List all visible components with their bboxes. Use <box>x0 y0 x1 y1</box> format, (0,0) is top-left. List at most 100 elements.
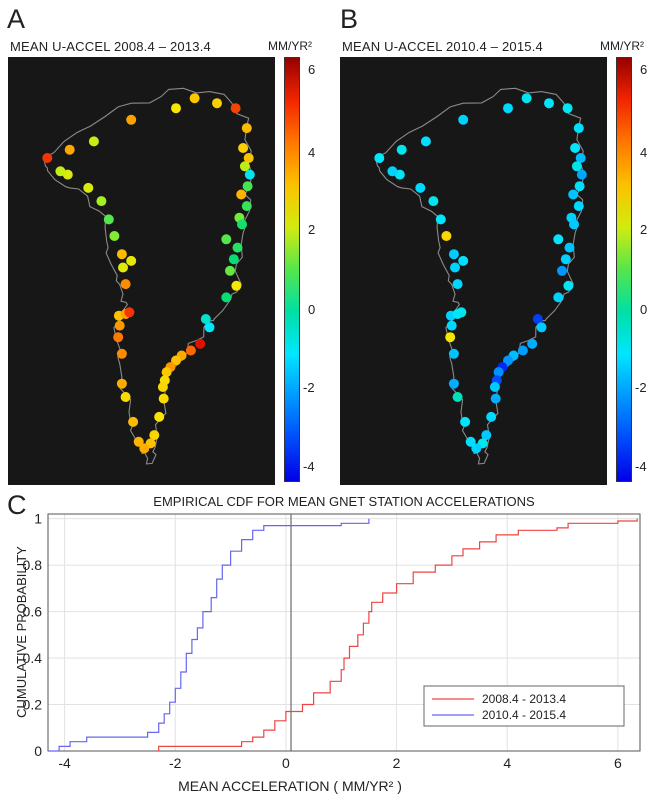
cdf-series-group <box>48 518 638 752</box>
panel-b-colorbar <box>616 57 632 482</box>
colorbar-tick: 6 <box>640 62 648 77</box>
colorbar-tick: 4 <box>308 145 316 160</box>
station-marker <box>200 314 211 324</box>
cdf-legend: 2008.4 - 2013.4 2010.4 - 2015.4 <box>423 685 625 727</box>
station-marker <box>158 393 169 404</box>
station-marker <box>471 443 482 454</box>
y-tick-label: 0.6 <box>23 604 43 620</box>
station-marker <box>189 93 200 104</box>
cdf-y-axis-label: CUMULATIVE PROBABILITY <box>14 546 29 718</box>
panel-a-colorbar <box>284 57 300 482</box>
station-marker <box>460 416 471 427</box>
station-marker <box>204 322 215 333</box>
panel-a-letter: A <box>7 4 26 34</box>
station-marker <box>574 181 585 192</box>
y-tick-label: 0.8 <box>23 557 43 573</box>
station-marker <box>481 430 492 441</box>
x-tick-label: 0 <box>282 755 290 771</box>
station-marker <box>244 169 255 180</box>
station-marker <box>55 166 66 177</box>
station-marker <box>557 265 567 276</box>
station-marker <box>465 436 476 447</box>
cdf-series-line-0 <box>158 518 638 751</box>
station-marker <box>517 345 528 356</box>
colorbar-tick: 2 <box>308 222 316 237</box>
cdf-y-tick-labels: 0 0.2 0.4 0.6 0.8 1 <box>23 511 43 759</box>
x-tick-label: 4 <box>503 755 511 771</box>
station-marker <box>448 378 459 389</box>
station-marker <box>503 103 513 114</box>
station-marker <box>573 123 584 134</box>
station-marker <box>420 136 431 147</box>
station-marker <box>486 411 497 422</box>
legend-label: 2010.4 - 2015.4 <box>482 708 566 722</box>
station-marker <box>221 292 232 303</box>
station-marker <box>124 307 135 318</box>
station-marker <box>428 196 439 207</box>
station-marker <box>83 182 94 193</box>
station-marker <box>157 382 168 392</box>
panel-c-letter: C <box>7 490 27 520</box>
panel-a-colorbar-unit: MM/YR² <box>268 39 312 53</box>
station-marker <box>553 292 564 303</box>
station-marker <box>415 182 426 193</box>
station-marker <box>243 153 254 163</box>
colorbar-tick: 2 <box>640 222 648 237</box>
station-marker <box>576 169 587 180</box>
station-marker <box>571 161 582 172</box>
station-marker <box>446 320 457 331</box>
station-marker <box>553 234 564 245</box>
colorbar-tick: -2 <box>635 380 647 395</box>
station-marker <box>126 255 137 266</box>
station-marker <box>171 103 181 114</box>
station-marker <box>120 279 131 290</box>
station-marker <box>109 231 120 241</box>
panel-b-title: MEAN U-ACCEL 2010.4 – 2015.4 <box>342 39 543 54</box>
station-marker <box>225 265 235 276</box>
station-marker <box>212 98 222 109</box>
station-marker <box>456 307 467 318</box>
colorbar-tick: 0 <box>640 302 648 317</box>
station-marker <box>120 392 131 402</box>
station-marker <box>396 144 407 155</box>
panel-a-title: MEAN U-ACCEL 2008.4 – 2013.4 <box>10 39 211 54</box>
station-marker <box>118 262 128 273</box>
cdf-series-line-1 <box>48 518 370 752</box>
station-marker <box>458 114 469 125</box>
colorbar-tick: -2 <box>303 380 315 395</box>
station-marker <box>114 320 125 331</box>
station-marker <box>128 416 139 427</box>
station-marker <box>149 430 160 441</box>
colorbar-tick: 0 <box>308 302 316 317</box>
station-marker <box>448 348 459 359</box>
station-marker <box>241 201 252 212</box>
greenland-coastline <box>43 87 253 465</box>
station-marker <box>569 219 579 230</box>
station-marker <box>126 114 137 125</box>
station-marker <box>489 382 500 392</box>
station-marker <box>161 367 172 378</box>
station-marker <box>532 314 543 324</box>
station-marker <box>445 332 456 343</box>
station-marker <box>241 123 252 134</box>
station-marker <box>564 242 575 253</box>
station-marker <box>493 367 504 378</box>
station-marker <box>116 348 127 359</box>
station-marker <box>185 345 196 356</box>
station-marker <box>570 143 581 153</box>
station-marker <box>441 231 452 241</box>
cdf-x-tick-labels: -4 -2 0 2 4 6 <box>58 755 622 771</box>
station-marker <box>560 254 571 265</box>
station-marker <box>230 103 241 114</box>
station-marker <box>228 254 239 265</box>
station-marker <box>239 161 250 172</box>
panel-a-colorbar-ticks: 6 4 2 0 -2 -4 <box>303 57 338 482</box>
cdf-x-axis-label: MEAN ACCELERATION ( MM/YR² ) <box>178 778 402 794</box>
station-marker <box>568 189 579 200</box>
station-marker <box>232 242 243 253</box>
panel-a-map-svg <box>42 87 255 465</box>
colorbar-tick: -4 <box>303 459 315 474</box>
y-tick-label: 0.4 <box>23 650 43 666</box>
station-marker <box>544 98 554 109</box>
station-marker <box>374 153 385 163</box>
